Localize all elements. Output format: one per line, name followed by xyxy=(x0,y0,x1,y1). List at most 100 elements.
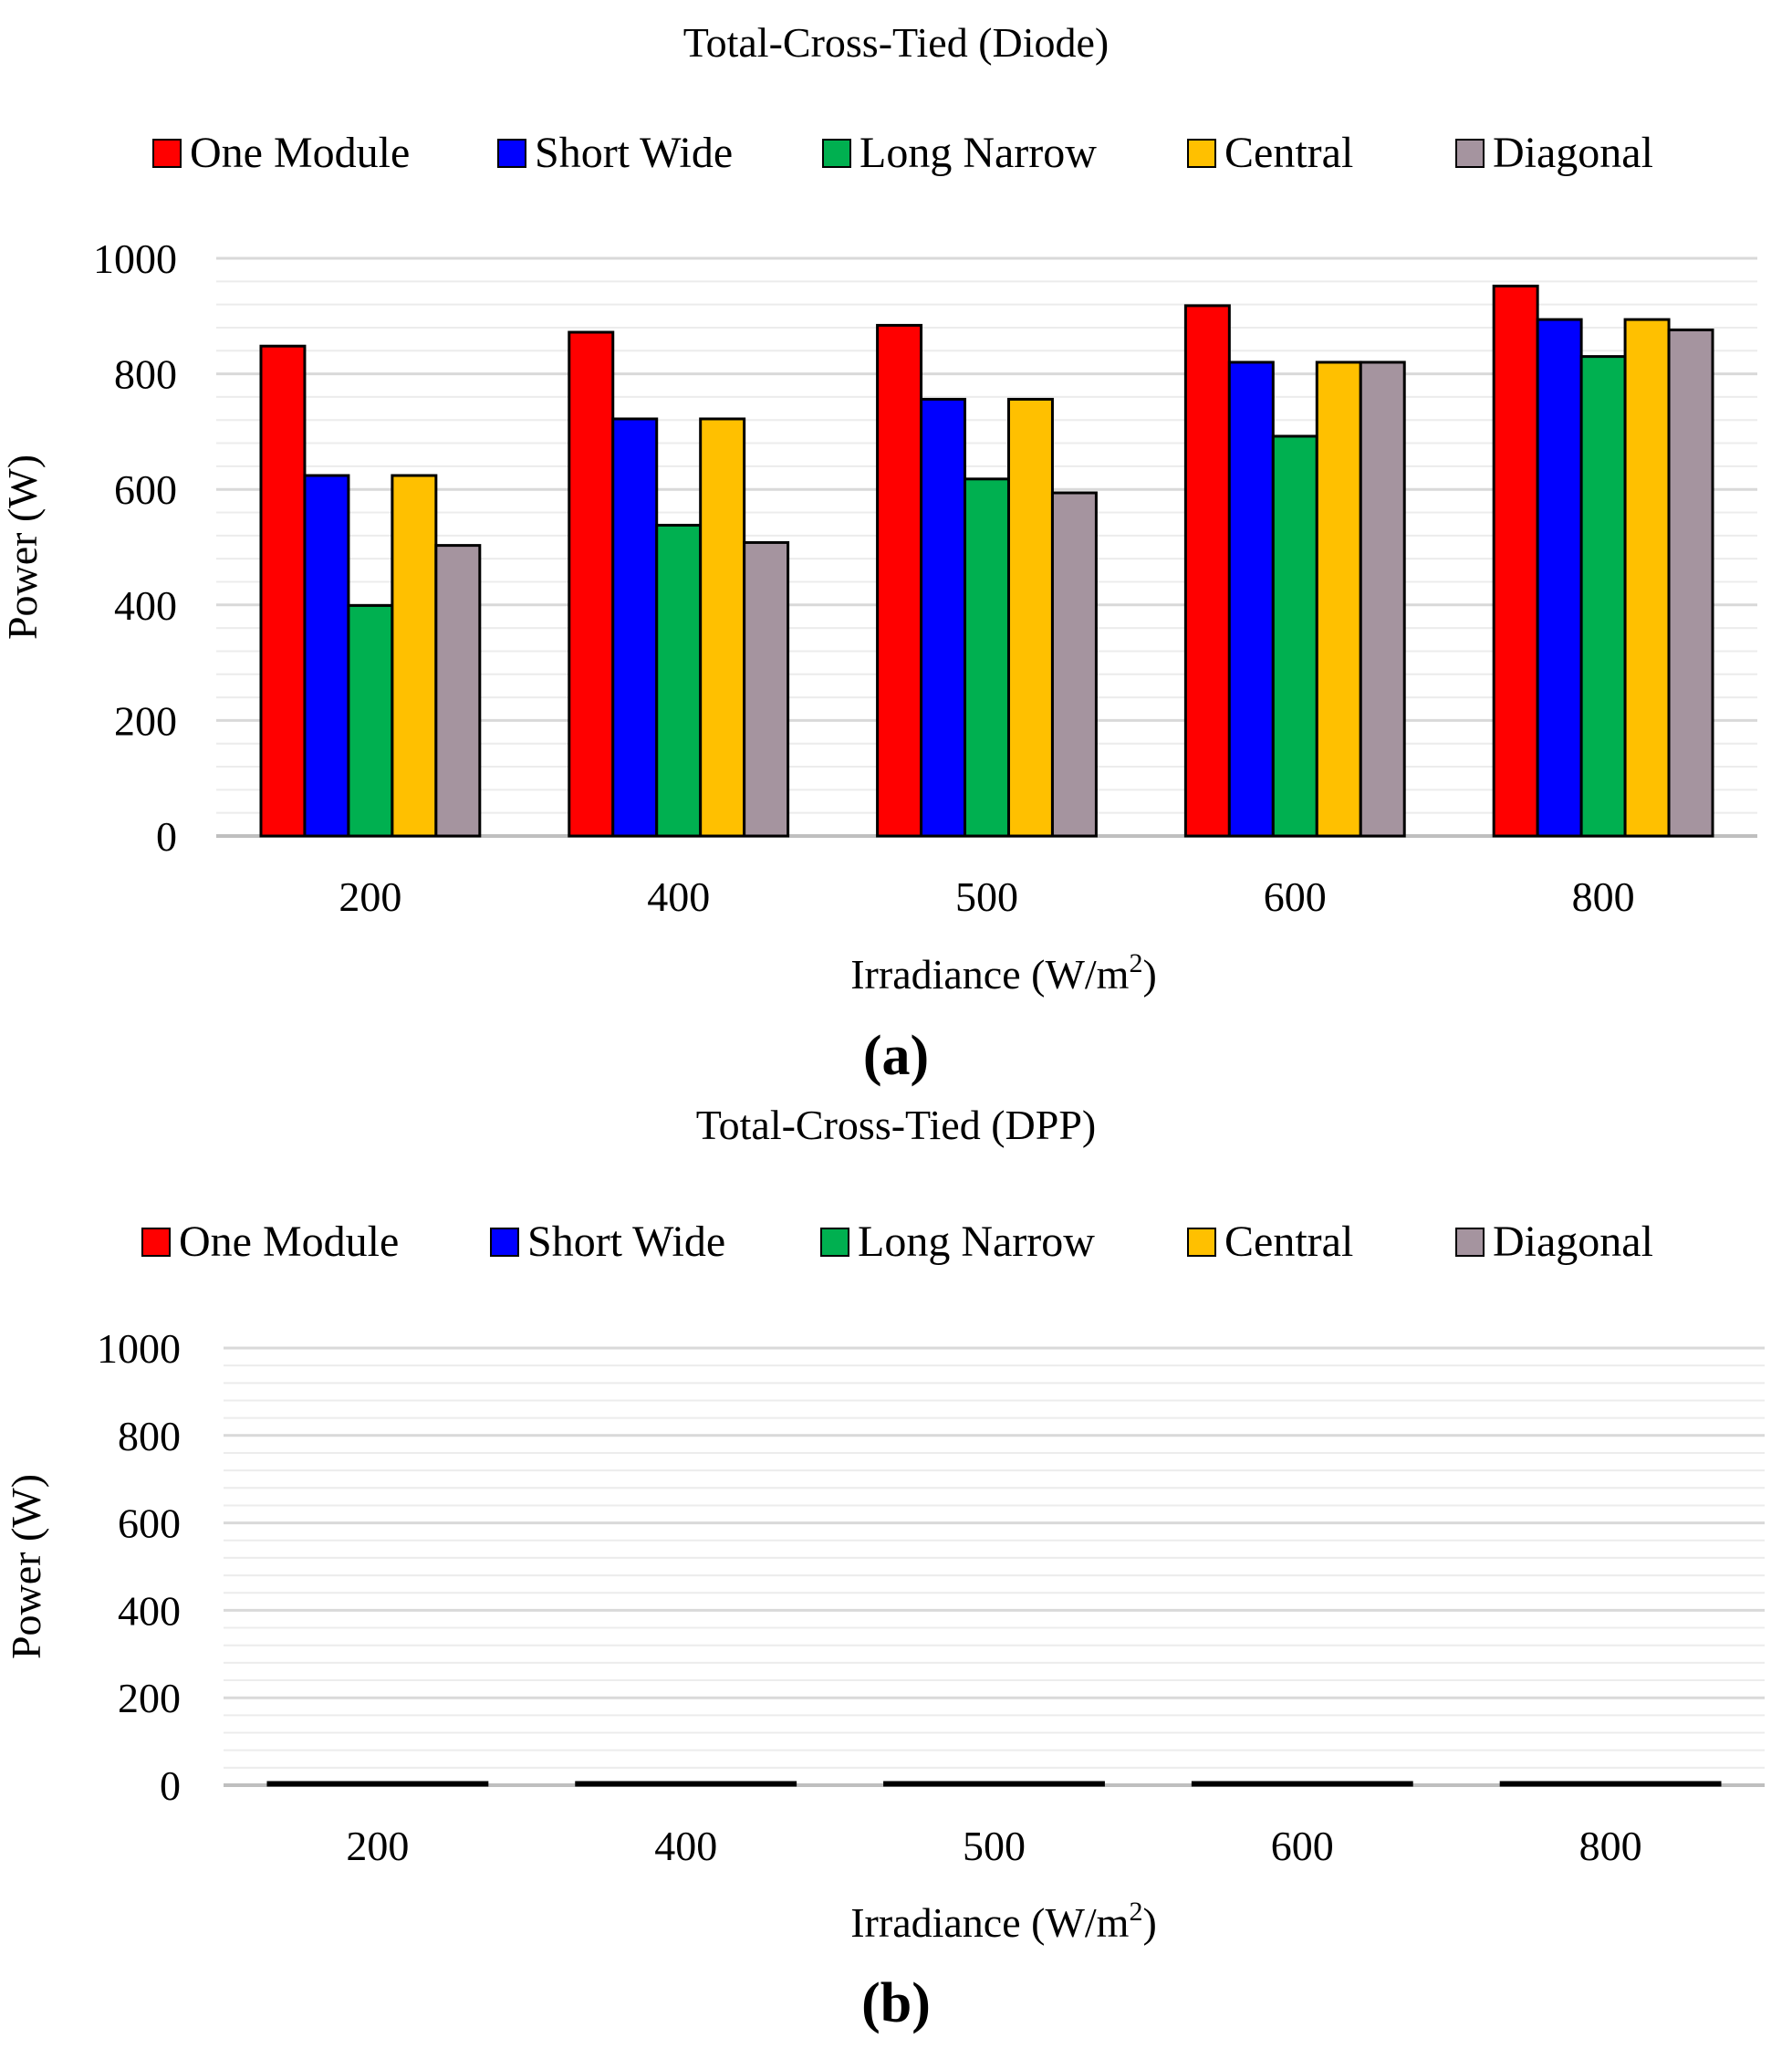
chart-a: Total-Cross-Tied (Diode) One Module Short … xyxy=(0,19,1757,1087)
bar-one-module-200 xyxy=(259,344,307,838)
bar-long-narrow-600 xyxy=(1278,1781,1326,1787)
bar-short-wide-200 xyxy=(310,1781,358,1787)
x-axis-label: Irradiance (W/m2) xyxy=(850,948,1157,998)
bar-short-wide-500 xyxy=(927,1781,974,1787)
bar-one-module-800 xyxy=(1492,284,1539,838)
x-tick-label: 600 xyxy=(1271,1823,1334,1869)
bar-long-narrow-800 xyxy=(1587,1781,1634,1787)
bar-long-narrow-200 xyxy=(354,1781,401,1787)
y-tick-label: 1000 xyxy=(97,1325,181,1372)
y-axis-label: Power (W) xyxy=(0,455,46,640)
bar-diagonal-600 xyxy=(1359,361,1406,838)
y-tick-label: 600 xyxy=(114,466,177,513)
bar-long-narrow-500 xyxy=(971,1781,1017,1787)
bar-long-narrow-200 xyxy=(347,603,394,838)
legend-label-diagonal: Diagonal xyxy=(1493,129,1653,177)
legend-label-central: Central xyxy=(1224,129,1353,177)
bar-long-narrow-600 xyxy=(1271,434,1318,838)
bar-one-module-500 xyxy=(876,323,923,838)
bar-short-wide-600 xyxy=(1235,1781,1282,1787)
bar-diagonal-200 xyxy=(442,1781,489,1787)
y-tick-label: 1000 xyxy=(93,235,177,282)
bar-short-wide-800 xyxy=(1543,1781,1590,1787)
bar-short-wide-400 xyxy=(611,417,659,838)
x-axis-label: Irradiance (W/m2) xyxy=(850,1897,1157,1946)
bar-one-module-400 xyxy=(575,1781,622,1787)
bar-long-narrow-400 xyxy=(655,523,703,838)
bar-short-wide-200 xyxy=(303,474,350,838)
x-tick-label: 500 xyxy=(963,1823,1026,1869)
bar-central-600 xyxy=(1322,1781,1370,1787)
legend-label-long-narrow: Long Narrow xyxy=(858,1218,1095,1266)
legend-swatch-diagonal xyxy=(1455,1228,1485,1257)
chart-b-svg: Total-Cross-Tied (DPP) One Module Short Wi… xyxy=(3,1102,1765,1946)
bar-diagonal-200 xyxy=(434,544,482,838)
chart-b: Total-Cross-Tied (DPP) One Module Short Wi… xyxy=(0,1095,1792,2059)
legend-swatch-short-wide xyxy=(490,1228,519,1257)
caption-b: (b) xyxy=(861,1972,931,2034)
legend-item-short-wide: Short Wide xyxy=(497,129,733,177)
legend-item-central: Central xyxy=(1187,1218,1353,1266)
bar-central-800 xyxy=(1623,318,1671,838)
x-tick-label: 500 xyxy=(955,873,1018,920)
x-tick-label: 400 xyxy=(647,873,710,920)
legend-label-one-module: One Module xyxy=(179,1218,399,1266)
y-tick-label: 400 xyxy=(118,1587,181,1634)
y-axis-label: Power (W) xyxy=(3,1474,49,1659)
legend-item-diagonal: Diagonal xyxy=(1455,1218,1653,1266)
bar-diagonal-400 xyxy=(743,540,790,838)
legend-label-short-wide: Short Wide xyxy=(535,129,733,177)
legend-swatch-long-narrow xyxy=(822,139,851,168)
legend-swatch-diagonal xyxy=(1455,139,1485,168)
x-tick-label: 400 xyxy=(654,1823,717,1869)
x-tick-label: 200 xyxy=(346,1823,409,1869)
legend-swatch-long-narrow xyxy=(820,1228,849,1257)
bar-long-narrow-800 xyxy=(1579,355,1627,838)
bar-short-wide-800 xyxy=(1536,318,1583,838)
legend-label-central: Central xyxy=(1224,1218,1353,1266)
x-tick-label: 800 xyxy=(1572,873,1635,920)
chart-title: Total-Cross-Tied (DPP) xyxy=(696,1102,1097,1148)
bar-central-800 xyxy=(1631,1781,1678,1787)
y-tick-label: 200 xyxy=(114,697,177,744)
y-tick-label: 400 xyxy=(114,582,177,629)
bar-central-500 xyxy=(1006,397,1054,838)
bar-central-600 xyxy=(1315,361,1362,838)
bar-diagonal-800 xyxy=(1667,328,1714,838)
bar-short-wide-600 xyxy=(1227,361,1275,838)
legend-item-diagonal: Diagonal xyxy=(1455,129,1653,177)
y-tick-label: 600 xyxy=(118,1500,181,1547)
bar-short-wide-500 xyxy=(920,397,967,838)
bar-diagonal-600 xyxy=(1366,1781,1413,1787)
bar-central-400 xyxy=(706,1781,754,1787)
y-tick-label: 0 xyxy=(156,813,177,860)
bar-one-module-500 xyxy=(883,1781,931,1787)
y-tick-label: 800 xyxy=(114,351,177,398)
caption-a: (a) xyxy=(862,1025,930,1087)
legend-swatch-one-module xyxy=(141,1228,171,1257)
chart-a-svg: Total-Cross-Tied (Diode) One Module Short … xyxy=(0,19,1757,998)
legend-item-one-module: One Module xyxy=(152,129,410,177)
bar-diagonal-500 xyxy=(1057,1781,1105,1787)
legend-label-long-narrow: Long Narrow xyxy=(860,129,1097,177)
bar-central-400 xyxy=(699,417,746,838)
legend-item-one-module: One Module xyxy=(141,1218,399,1266)
y-tick-label: 0 xyxy=(160,1762,181,1809)
y-tick-label: 800 xyxy=(118,1413,181,1459)
bar-one-module-200 xyxy=(266,1781,314,1787)
bar-central-500 xyxy=(1014,1781,1061,1787)
legend-label-one-module: One Module xyxy=(190,129,410,177)
bar-diagonal-800 xyxy=(1674,1781,1722,1787)
legend-item-central: Central xyxy=(1187,129,1353,177)
legend-item-long-narrow: Long Narrow xyxy=(820,1218,1095,1266)
bar-one-module-800 xyxy=(1499,1781,1547,1787)
bar-long-narrow-400 xyxy=(662,1781,710,1787)
legend-label-diagonal: Diagonal xyxy=(1493,1218,1653,1266)
bar-long-narrow-500 xyxy=(964,477,1010,838)
bar-diagonal-500 xyxy=(1050,491,1098,838)
legend-item-long-narrow: Long Narrow xyxy=(822,129,1097,177)
x-tick-label: 200 xyxy=(339,873,401,920)
bar-short-wide-400 xyxy=(619,1781,666,1787)
legend-label-short-wide: Short Wide xyxy=(527,1218,725,1266)
chart-title: Total-Cross-Tied (Diode) xyxy=(683,19,1110,66)
